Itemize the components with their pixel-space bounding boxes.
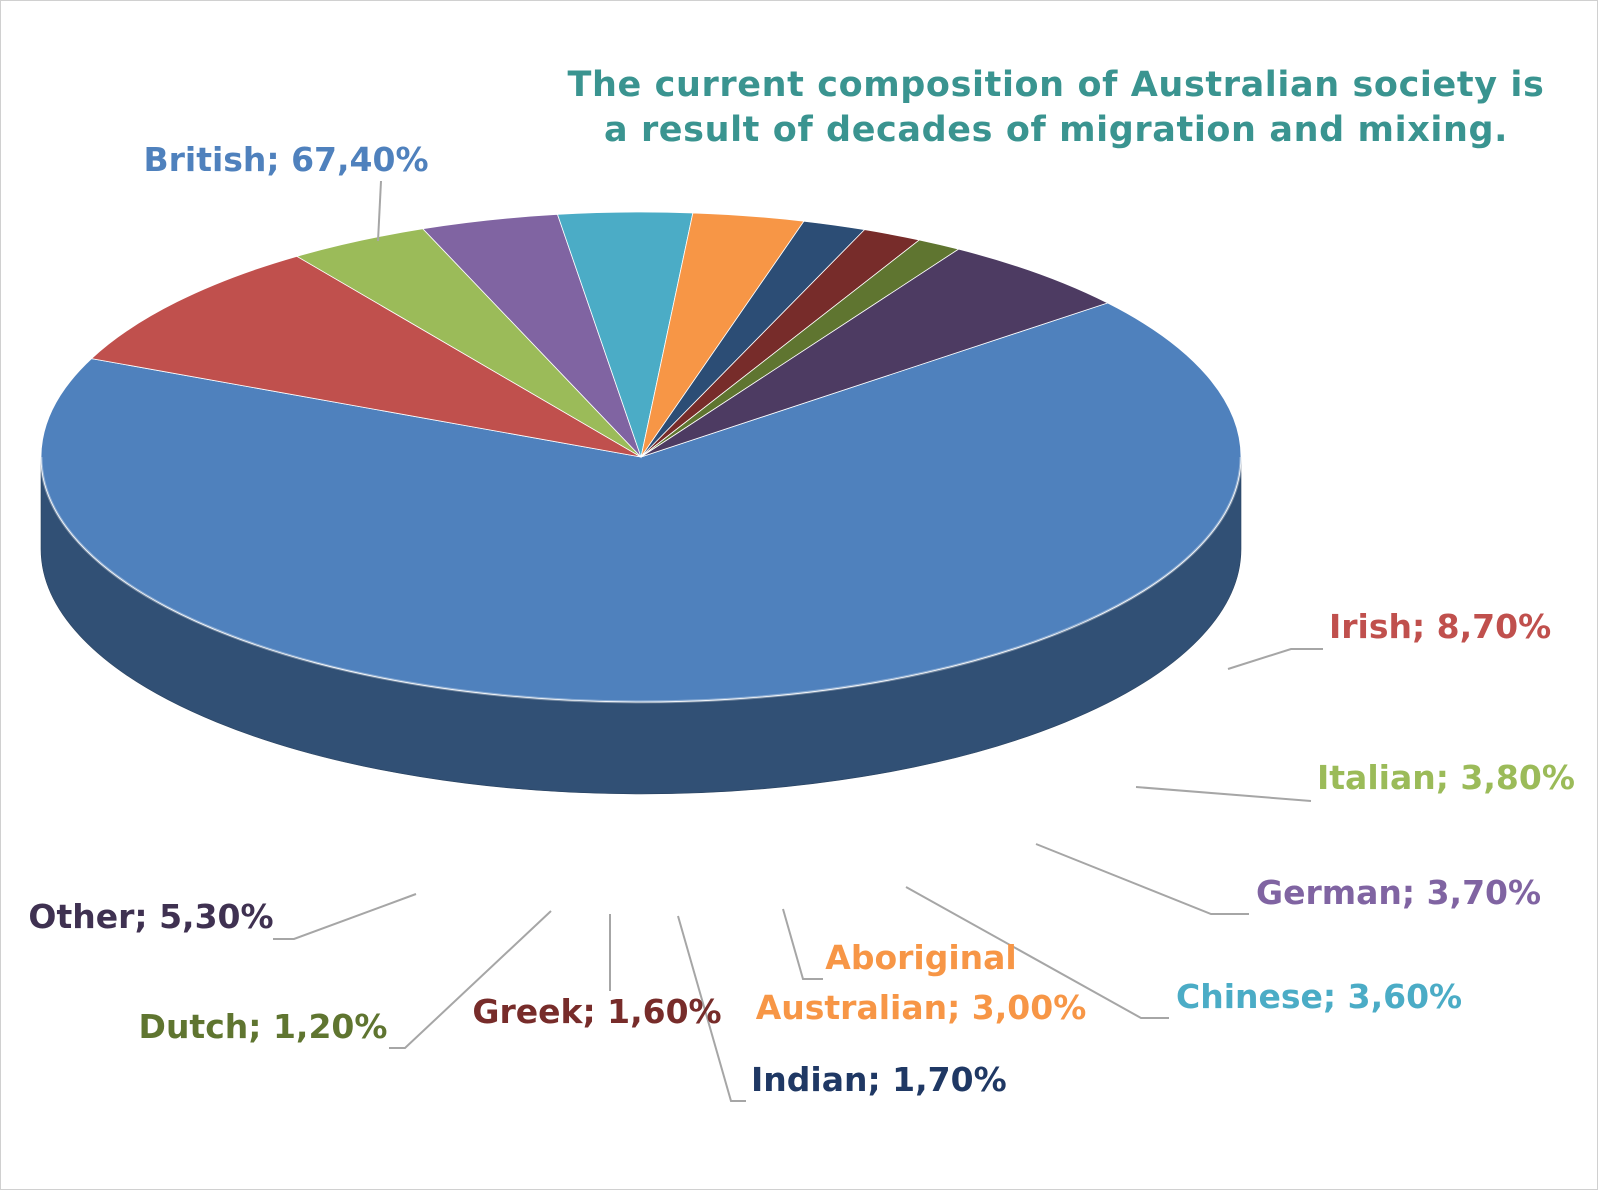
data-label-chinese: Chinese; 3,60%: [1176, 977, 1462, 1016]
slice-british: [40, 302, 1242, 703]
slice-other: [640, 248, 1109, 458]
data-label-other: Other; 5,30%: [28, 897, 273, 936]
chart-title: The current composition of Australian so…: [568, 65, 1545, 150]
pie-rim-highlight: [39, 456, 1243, 704]
leader-line-other: [273, 893, 417, 940]
data-label-aboriginal-australian-line-2: Australian; 3,00%: [756, 988, 1087, 1027]
leader-line-british: [377, 180, 382, 242]
data-label-dutch: Dutch; 1,20%: [139, 1007, 388, 1046]
data-label-british: British; 67,40%: [143, 140, 428, 179]
chart-title-line-2: a result of decades of migration and mix…: [604, 110, 1508, 150]
leader-line-italian: [1135, 786, 1312, 802]
data-label-greek: Greek; 1,60%: [472, 992, 721, 1031]
leader-line-german: [1035, 843, 1249, 915]
data-label-indian: Indian; 1,70%: [751, 1060, 1007, 1099]
data-labels: British; 67,40% Irish; 8,70% Italian; 3,80…: [28, 140, 1574, 1099]
leader-line-chinese: [905, 886, 1169, 1019]
data-label-aboriginal-australian-line-1: Aboriginal: [825, 938, 1016, 977]
leader-line-aboriginal-australian: [782, 908, 823, 980]
leader-line-indian: [677, 915, 746, 1102]
data-label-italian: Italian; 3,80%: [1317, 758, 1575, 797]
label-leaders: [273, 180, 1323, 1102]
pie-top: [39, 211, 1243, 704]
data-label-german: German; 3,70%: [1256, 873, 1541, 912]
leader-line-irish: [1227, 648, 1323, 670]
data-label-irish: Irish; 8,70%: [1329, 607, 1551, 646]
slice-irish: [90, 255, 642, 458]
chart-title-line-1: The current composition of Australian so…: [568, 65, 1545, 105]
leader-line-dutch: [389, 910, 552, 1049]
